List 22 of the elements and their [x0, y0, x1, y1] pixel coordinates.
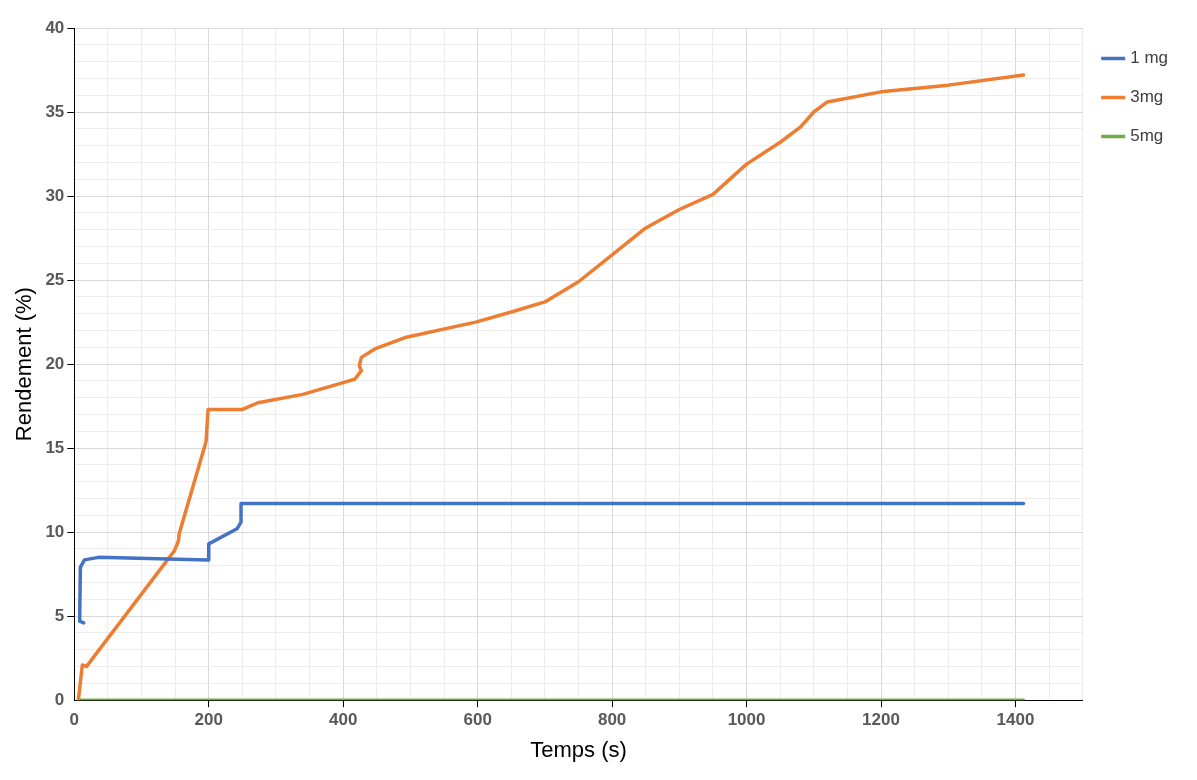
legend-label: 3mg	[1130, 87, 1164, 107]
x-tick-label: 200	[194, 710, 223, 730]
y-tick-label: 0	[54, 689, 65, 709]
y-tick-label: 35	[45, 101, 65, 121]
y-axis-title: Rendement (%)	[11, 287, 37, 442]
y-tick-label: 25	[45, 269, 65, 289]
x-tick-label: 0	[69, 710, 80, 730]
x-tick-label: 600	[463, 710, 492, 730]
x-tick-label: 1200	[862, 710, 900, 730]
legend-label: 5mg	[1130, 126, 1164, 146]
y-tick-label: 10	[45, 521, 65, 541]
y-tick-label: 30	[45, 185, 65, 205]
y-tick-label: 40	[45, 17, 65, 37]
y-tick-label: 20	[45, 353, 65, 373]
x-axis-title: Temps (s)	[530, 736, 627, 762]
x-tick-label: 800	[597, 710, 627, 730]
y-tick-label: 5	[54, 605, 65, 625]
x-tick-label: 1000	[727, 710, 766, 730]
legend-label: 1 mg	[1130, 48, 1168, 68]
x-tick-label: 1400	[996, 710, 1035, 730]
y-tick-label: 15	[45, 437, 65, 457]
x-tick-label: 400	[329, 710, 358, 730]
